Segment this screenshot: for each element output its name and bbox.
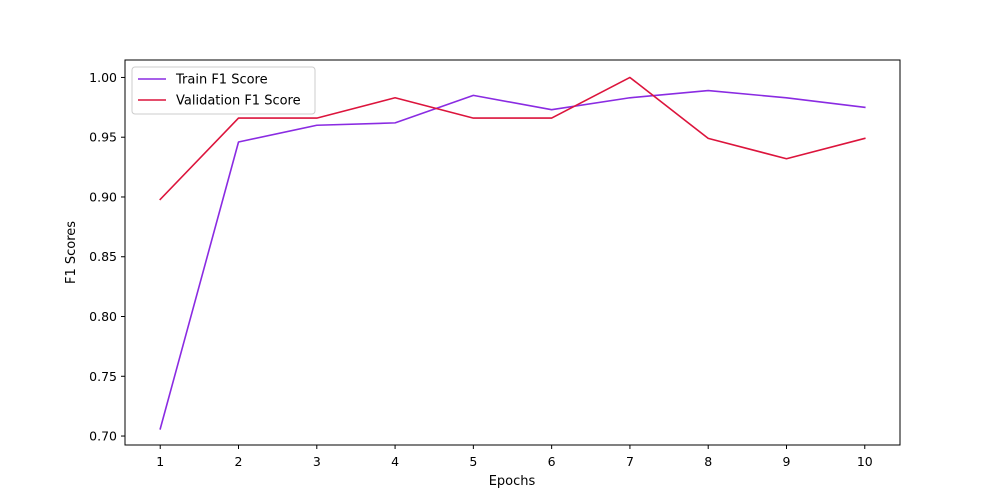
- legend-entry-label: Train F1 Score: [175, 73, 268, 88]
- y-tick-label: 1.00: [89, 70, 117, 85]
- x-tick-label: 2: [235, 454, 243, 469]
- x-tick-label: 10: [857, 454, 873, 469]
- plot-lines: [159, 76, 866, 430]
- x-tick-label: 6: [548, 454, 556, 469]
- y-tick-label: 0.80: [89, 309, 117, 324]
- y-axis-ticks: 0.70 0.75 0.80 0.85 0.90 0.95 1.00: [89, 70, 125, 444]
- x-tick-label: 1: [156, 454, 164, 469]
- x-tick-label: 7: [626, 454, 634, 469]
- plot-frame: [124, 59, 901, 446]
- series-line-validation-f1: [159, 76, 866, 201]
- y-tick-label: 0.75: [89, 369, 117, 384]
- x-tick-label: 9: [783, 454, 791, 469]
- legend: Train F1 Score Validation F1 Score: [131, 66, 316, 115]
- legend-box: [131, 66, 316, 115]
- y-axis-label: F1 Scores: [64, 221, 79, 284]
- x-tick-label: 8: [704, 454, 712, 469]
- y-tick-label: 0.95: [89, 130, 117, 145]
- series-line-train-f1: [159, 89, 866, 430]
- x-axis-label: Epochs: [489, 474, 536, 489]
- legend-entry-label: Validation F1 Score: [176, 94, 301, 109]
- y-tick-label: 0.85: [89, 249, 117, 264]
- y-tick-label: 0.90: [89, 189, 117, 204]
- x-tick-label: 5: [469, 454, 477, 469]
- x-axis-ticks: 1 2 3 4 5 6 7 8 9 10: [156, 445, 873, 469]
- y-tick-label: 0.70: [89, 429, 117, 444]
- x-tick-label: 3: [313, 454, 321, 469]
- x-tick-label: 4: [391, 454, 399, 469]
